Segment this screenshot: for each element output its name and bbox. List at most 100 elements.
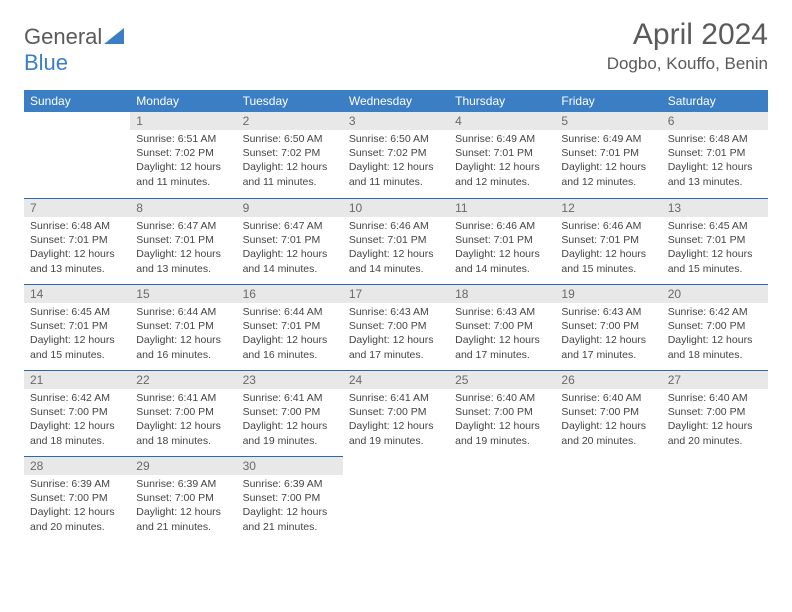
sunrise-line: Sunrise: 6:43 AM <box>349 305 443 319</box>
weekday-header: Thursday <box>449 90 555 112</box>
calendar-body: 1Sunrise: 6:51 AMSunset: 7:02 PMDaylight… <box>24 112 768 542</box>
sunrise-line: Sunrise: 6:40 AM <box>668 391 762 405</box>
sunrise-line: Sunrise: 6:44 AM <box>136 305 230 319</box>
day-number: 26 <box>555 370 661 389</box>
daylight-line: Daylight: 12 hours and 19 minutes. <box>455 419 549 447</box>
daylight-line: Daylight: 12 hours and 14 minutes. <box>243 247 337 275</box>
calendar-cell: 21Sunrise: 6:42 AMSunset: 7:00 PMDayligh… <box>24 370 130 456</box>
daylight-line: Daylight: 12 hours and 14 minutes. <box>455 247 549 275</box>
day-number: 4 <box>449 112 555 130</box>
sunrise-line: Sunrise: 6:48 AM <box>30 219 124 233</box>
sunrise-line: Sunrise: 6:51 AM <box>136 132 230 146</box>
day-details: Sunrise: 6:49 AMSunset: 7:01 PMDaylight:… <box>449 130 555 193</box>
daylight-line: Daylight: 12 hours and 13 minutes. <box>136 247 230 275</box>
daylight-line: Daylight: 12 hours and 17 minutes. <box>455 333 549 361</box>
daylight-line: Daylight: 12 hours and 20 minutes. <box>561 419 655 447</box>
sunset-line: Sunset: 7:01 PM <box>30 233 124 247</box>
sunset-line: Sunset: 7:01 PM <box>455 233 549 247</box>
calendar-cell: 5Sunrise: 6:49 AMSunset: 7:01 PMDaylight… <box>555 112 661 198</box>
sunrise-line: Sunrise: 6:48 AM <box>668 132 762 146</box>
weekday-header: Sunday <box>24 90 130 112</box>
day-details: Sunrise: 6:40 AMSunset: 7:00 PMDaylight:… <box>662 389 768 452</box>
day-number: 28 <box>24 456 130 475</box>
day-details: Sunrise: 6:47 AMSunset: 7:01 PMDaylight:… <box>130 217 236 280</box>
day-number: 20 <box>662 284 768 303</box>
calendar-cell: 10Sunrise: 6:46 AMSunset: 7:01 PMDayligh… <box>343 198 449 284</box>
weekday-header: Monday <box>130 90 236 112</box>
day-number: 23 <box>237 370 343 389</box>
daylight-line: Daylight: 12 hours and 11 minutes. <box>349 160 443 188</box>
sunrise-line: Sunrise: 6:40 AM <box>455 391 549 405</box>
brand-text: General Blue <box>24 24 124 76</box>
calendar-cell: 23Sunrise: 6:41 AMSunset: 7:00 PMDayligh… <box>237 370 343 456</box>
sunset-line: Sunset: 7:01 PM <box>455 146 549 160</box>
daylight-line: Daylight: 12 hours and 17 minutes. <box>349 333 443 361</box>
sunset-line: Sunset: 7:01 PM <box>243 319 337 333</box>
sunrise-line: Sunrise: 6:42 AM <box>30 391 124 405</box>
daylight-line: Daylight: 12 hours and 16 minutes. <box>136 333 230 361</box>
calendar-cell: 28Sunrise: 6:39 AMSunset: 7:00 PMDayligh… <box>24 456 130 542</box>
calendar-row: 7Sunrise: 6:48 AMSunset: 7:01 PMDaylight… <box>24 198 768 284</box>
sunrise-line: Sunrise: 6:42 AM <box>668 305 762 319</box>
location-label: Dogbo, Kouffo, Benin <box>607 54 768 74</box>
calendar-cell: 16Sunrise: 6:44 AMSunset: 7:01 PMDayligh… <box>237 284 343 370</box>
calendar-cell: 27Sunrise: 6:40 AMSunset: 7:00 PMDayligh… <box>662 370 768 456</box>
calendar-cell: 18Sunrise: 6:43 AMSunset: 7:00 PMDayligh… <box>449 284 555 370</box>
calendar-cell: 13Sunrise: 6:45 AMSunset: 7:01 PMDayligh… <box>662 198 768 284</box>
calendar-cell: 2Sunrise: 6:50 AMSunset: 7:02 PMDaylight… <box>237 112 343 198</box>
weekday-header: Friday <box>555 90 661 112</box>
sunrise-line: Sunrise: 6:39 AM <box>136 477 230 491</box>
calendar-cell: 9Sunrise: 6:47 AMSunset: 7:01 PMDaylight… <box>237 198 343 284</box>
calendar-cell: 25Sunrise: 6:40 AMSunset: 7:00 PMDayligh… <box>449 370 555 456</box>
sunrise-line: Sunrise: 6:39 AM <box>30 477 124 491</box>
day-details: Sunrise: 6:51 AMSunset: 7:02 PMDaylight:… <box>130 130 236 193</box>
daylight-line: Daylight: 12 hours and 18 minutes. <box>30 419 124 447</box>
day-details: Sunrise: 6:47 AMSunset: 7:01 PMDaylight:… <box>237 217 343 280</box>
calendar-row: 14Sunrise: 6:45 AMSunset: 7:01 PMDayligh… <box>24 284 768 370</box>
sunset-line: Sunset: 7:01 PM <box>30 319 124 333</box>
sunset-line: Sunset: 7:00 PM <box>561 319 655 333</box>
day-number: 15 <box>130 284 236 303</box>
daylight-line: Daylight: 12 hours and 15 minutes. <box>668 247 762 275</box>
daylight-line: Daylight: 12 hours and 20 minutes. <box>30 505 124 533</box>
calendar-cell: 12Sunrise: 6:46 AMSunset: 7:01 PMDayligh… <box>555 198 661 284</box>
daylight-line: Daylight: 12 hours and 11 minutes. <box>136 160 230 188</box>
sunrise-line: Sunrise: 6:50 AM <box>243 132 337 146</box>
sunset-line: Sunset: 7:00 PM <box>668 405 762 419</box>
day-details: Sunrise: 6:49 AMSunset: 7:01 PMDaylight:… <box>555 130 661 193</box>
calendar-cell: 30Sunrise: 6:39 AMSunset: 7:00 PMDayligh… <box>237 456 343 542</box>
calendar-cell: 29Sunrise: 6:39 AMSunset: 7:00 PMDayligh… <box>130 456 236 542</box>
sunset-line: Sunset: 7:01 PM <box>561 233 655 247</box>
calendar-cell <box>24 112 130 198</box>
calendar-cell: 7Sunrise: 6:48 AMSunset: 7:01 PMDaylight… <box>24 198 130 284</box>
day-details: Sunrise: 6:39 AMSunset: 7:00 PMDaylight:… <box>24 475 130 538</box>
day-number: 24 <box>343 370 449 389</box>
sunset-line: Sunset: 7:00 PM <box>243 405 337 419</box>
title-block: April 2024 Dogbo, Kouffo, Benin <box>607 18 768 74</box>
sunset-line: Sunset: 7:02 PM <box>243 146 337 160</box>
sunset-line: Sunset: 7:00 PM <box>30 491 124 505</box>
calendar-cell: 6Sunrise: 6:48 AMSunset: 7:01 PMDaylight… <box>662 112 768 198</box>
sunrise-line: Sunrise: 6:41 AM <box>349 391 443 405</box>
daylight-line: Daylight: 12 hours and 20 minutes. <box>668 419 762 447</box>
sunset-line: Sunset: 7:02 PM <box>136 146 230 160</box>
sunrise-line: Sunrise: 6:46 AM <box>455 219 549 233</box>
calendar-cell: 11Sunrise: 6:46 AMSunset: 7:01 PMDayligh… <box>449 198 555 284</box>
sunset-line: Sunset: 7:00 PM <box>455 319 549 333</box>
weekday-header: Tuesday <box>237 90 343 112</box>
daylight-line: Daylight: 12 hours and 14 minutes. <box>349 247 443 275</box>
day-details: Sunrise: 6:50 AMSunset: 7:02 PMDaylight:… <box>343 130 449 193</box>
calendar-cell: 1Sunrise: 6:51 AMSunset: 7:02 PMDaylight… <box>130 112 236 198</box>
calendar-cell <box>555 456 661 542</box>
daylight-line: Daylight: 12 hours and 13 minutes. <box>668 160 762 188</box>
brand-logo: General Blue <box>24 24 124 76</box>
daylight-line: Daylight: 12 hours and 19 minutes. <box>349 419 443 447</box>
sunset-line: Sunset: 7:00 PM <box>668 319 762 333</box>
daylight-line: Daylight: 12 hours and 21 minutes. <box>243 505 337 533</box>
calendar-cell <box>662 456 768 542</box>
day-details: Sunrise: 6:48 AMSunset: 7:01 PMDaylight:… <box>662 130 768 193</box>
daylight-line: Daylight: 12 hours and 17 minutes. <box>561 333 655 361</box>
day-number: 30 <box>237 456 343 475</box>
day-details: Sunrise: 6:41 AMSunset: 7:00 PMDaylight:… <box>237 389 343 452</box>
sunrise-line: Sunrise: 6:40 AM <box>561 391 655 405</box>
